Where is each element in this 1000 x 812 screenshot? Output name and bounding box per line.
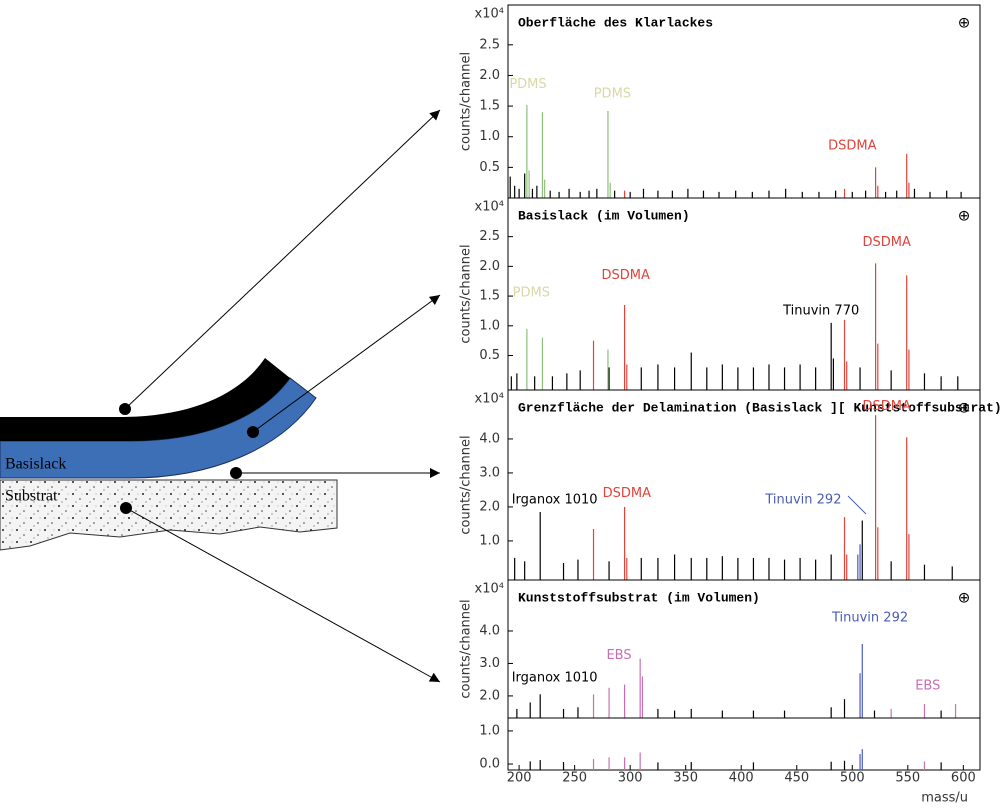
y-tick-label: 2.0 (479, 259, 500, 274)
annotation: PDMS (594, 86, 631, 101)
x-tick-label: 300 (618, 771, 643, 786)
y-tick-label: 1.5 (479, 99, 500, 114)
y-tick-label: 1.5 (479, 289, 500, 304)
x-tick-label: 400 (729, 771, 754, 786)
annotation: Irganox 1010 (512, 493, 598, 508)
dot (247, 426, 259, 438)
y-tick-label: 0.0 (479, 757, 500, 772)
annotation: EBS (915, 679, 940, 694)
klarlack-layer (0, 358, 290, 441)
y-tick-label: 1.0 (479, 318, 500, 333)
x-axis-label: mass/u (921, 791, 968, 806)
panel-title: Basislack (im Volumen) (518, 208, 690, 223)
y-axis-label: counts/channel (459, 244, 474, 343)
arrows (124, 109, 441, 683)
annotation-pointer (847, 495, 867, 515)
annotation: DSDMA (863, 399, 911, 414)
y-multiplier: x10⁴ (475, 392, 504, 407)
annotation: Tinuvin 292 (831, 610, 908, 625)
y-tick-label: 2.5 (479, 229, 500, 244)
layer-label: Basislack (5, 456, 66, 473)
annotation: DSDMA (863, 235, 911, 250)
panel-icon: ⊕ (958, 399, 971, 417)
panel-title: Grenzfläche der Delamination (Basislack … (518, 400, 1000, 415)
y-multiplier: x10⁴ (475, 200, 504, 215)
x-tick-label: 500 (840, 771, 865, 786)
y-tick-label: 4.0 (479, 623, 500, 638)
y-tick-label: 2.0 (479, 499, 500, 514)
annotation: Tinuvin 770 (782, 303, 859, 318)
plot-frame (507, 4, 981, 199)
dot (120, 502, 132, 514)
dot (230, 467, 242, 479)
annotation: PDMS (513, 286, 550, 301)
x-tick-label: 600 (951, 771, 976, 786)
x-tick-label: 550 (895, 771, 920, 786)
plot-frame (507, 717, 981, 771)
y-tick-label: 0.5 (479, 160, 500, 175)
x-tick-label: 250 (562, 771, 587, 786)
annotation: PDMS (509, 77, 546, 92)
y-multiplier: x10⁴ (475, 7, 504, 22)
y-axis-label: counts/channel (459, 599, 474, 698)
x-tick-label: 200 (507, 771, 532, 786)
y-tick-label: 1.0 (479, 533, 500, 548)
x-tick-label: 450 (784, 771, 809, 786)
annotation: DSDMA (602, 268, 650, 283)
y-tick-label: 2.0 (479, 68, 500, 83)
y-tick-label: 3.0 (479, 656, 500, 671)
y-axis-label: counts/channel (459, 52, 474, 151)
substrate-layer (0, 479, 338, 551)
arrow (252, 294, 441, 433)
panel-title: Oberfläche des Klarlackes (518, 15, 713, 30)
y-tick-label: 2.5 (479, 37, 500, 52)
layer-label: Substrat (5, 488, 58, 505)
annotation: EBS (606, 648, 631, 663)
annotation: Irganox 1010 (512, 671, 598, 686)
y-axis-label: counts/channel (459, 435, 474, 534)
schematic: Basislack Substrat (0, 109, 441, 683)
dot (119, 403, 131, 415)
y-tick-label: 3.0 (479, 465, 500, 480)
panel-title: Kunststoffsubstrat (im Volumen) (518, 590, 760, 605)
arrow (124, 109, 441, 410)
y-tick-label: 1.0 (479, 129, 500, 144)
annotation: Tinuvin 292 (764, 493, 841, 508)
dots (119, 403, 259, 514)
panel-icon: ⊕ (958, 589, 971, 607)
y-tick-label: 2.0 (479, 688, 500, 703)
annotation: DSDMA (828, 138, 876, 153)
panel-icon: ⊕ (958, 207, 971, 225)
arrow (125, 507, 441, 683)
y-tick-label: 4.0 (479, 431, 500, 446)
y-tick-label: 1.0 (479, 723, 500, 738)
panel-icon: ⊕ (958, 14, 971, 32)
x-tick-label: 350 (673, 771, 698, 786)
y-multiplier: x10⁴ (475, 582, 504, 597)
annotation: DSDMA (603, 486, 651, 501)
y-tick-label: 0.5 (479, 348, 500, 363)
